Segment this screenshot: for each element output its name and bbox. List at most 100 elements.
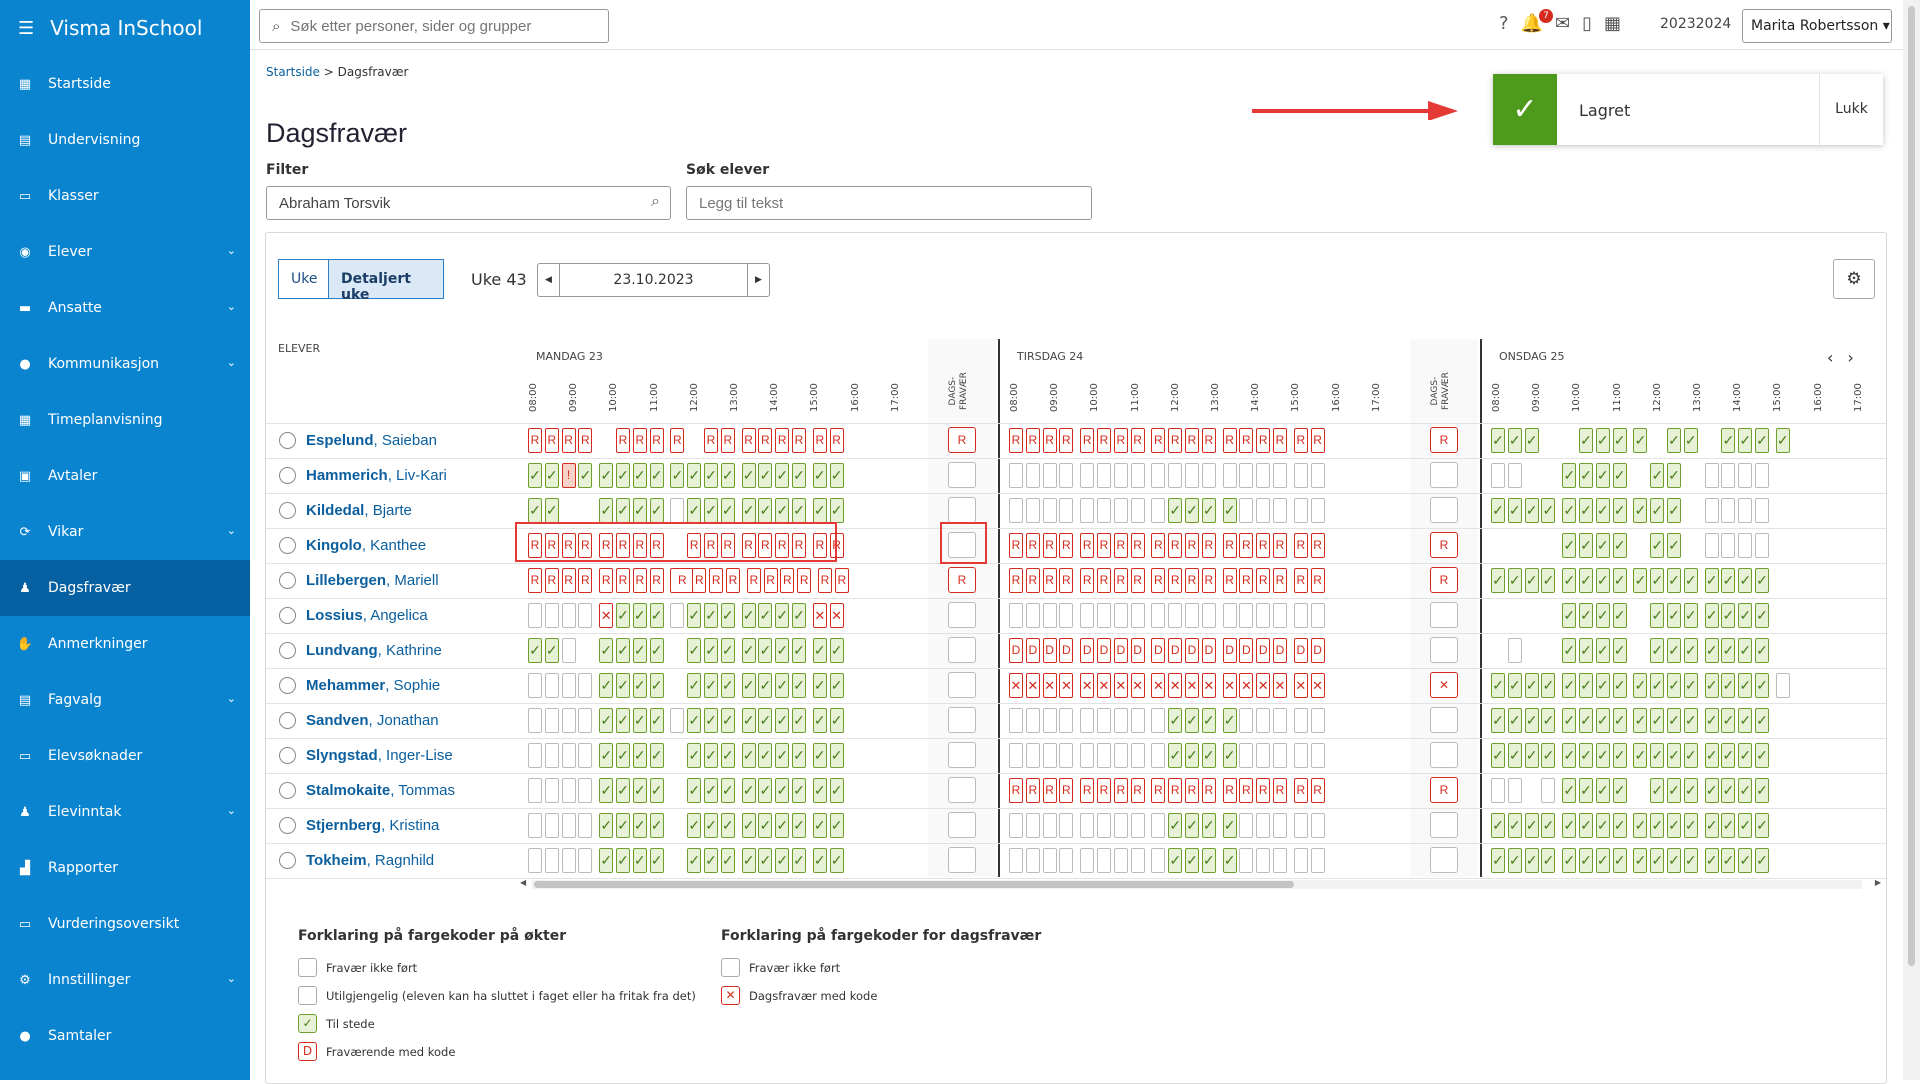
session-cell[interactable]: ✓ — [1595, 708, 1610, 733]
prev-week-icon[interactable]: ◀ — [538, 264, 560, 296]
student-first-name[interactable]: Bjarte — [372, 502, 412, 519]
session-cell[interactable]: ✓ — [1633, 428, 1648, 453]
session-cell[interactable]: ✓ — [1524, 848, 1539, 873]
session-cell[interactable]: ✓ — [1541, 568, 1556, 593]
session-cell[interactable]: ✓ — [741, 848, 756, 873]
session-cell[interactable]: R — [616, 428, 630, 453]
session-cell[interactable]: R — [1222, 533, 1237, 558]
session-cell[interactable]: R — [1097, 428, 1111, 453]
session-cell[interactable]: ✓ — [812, 848, 827, 873]
session-cell[interactable]: ✓ — [1579, 778, 1593, 803]
session-cell[interactable] — [1059, 603, 1074, 628]
session-cell[interactable]: ✓ — [1650, 498, 1665, 523]
session-cell[interactable] — [1310, 743, 1325, 768]
session-cell[interactable]: R — [578, 533, 593, 558]
session-cell[interactable]: ✓ — [1683, 848, 1698, 873]
session-cell[interactable]: ✓ — [1755, 428, 1769, 453]
scroll-left-icon[interactable]: ◀ — [520, 878, 527, 887]
session-cell[interactable] — [1113, 603, 1128, 628]
session-cell[interactable] — [1273, 603, 1287, 628]
session-cell[interactable]: ✓ — [775, 813, 790, 838]
session-cell[interactable]: ✓ — [1755, 813, 1769, 838]
session-cell[interactable]: ✓ — [812, 778, 827, 803]
date-value[interactable]: 23.10.2023 — [613, 272, 694, 288]
session-cell[interactable]: D — [1222, 638, 1237, 663]
session-cell[interactable]: ✓ — [1507, 743, 1522, 768]
session-cell[interactable]: ✓ — [1721, 778, 1736, 803]
session-cell[interactable] — [528, 603, 542, 628]
session-cell[interactable] — [670, 603, 685, 628]
session-cell[interactable]: ✓ — [741, 463, 756, 488]
session-cell[interactable]: ✓ — [616, 603, 630, 628]
session-cell[interactable] — [544, 848, 559, 873]
session-cell[interactable]: R — [1130, 568, 1145, 593]
session-cell[interactable]: ✓ — [616, 743, 630, 768]
phone-icon[interactable]: ▯ — [1582, 13, 1592, 34]
session-cell[interactable]: ✓ — [1579, 673, 1593, 698]
session-cell[interactable]: ✓ — [632, 463, 647, 488]
session-cell[interactable] — [1113, 498, 1128, 523]
page-scrollbar[interactable] — [1903, 0, 1920, 1080]
session-cell[interactable] — [1293, 708, 1308, 733]
session-cell[interactable] — [1042, 603, 1057, 628]
session-cell[interactable] — [1239, 708, 1254, 733]
session-cell[interactable] — [578, 813, 593, 838]
session-cell[interactable] — [1042, 498, 1057, 523]
scroll-thumb[interactable] — [534, 881, 1294, 888]
session-cell[interactable]: R — [616, 568, 630, 593]
session-cell[interactable] — [1009, 848, 1023, 873]
session-cell[interactable] — [1025, 603, 1040, 628]
session-cell[interactable]: ✓ — [829, 498, 844, 523]
session-cell[interactable]: ✓ — [704, 848, 718, 873]
session-cell[interactable]: ✓ — [1650, 848, 1665, 873]
session-cell[interactable]: ✓ — [687, 463, 702, 488]
sidebar-item[interactable]: ▬ Ansatte ⌄ — [0, 280, 250, 336]
session-cell[interactable] — [561, 813, 576, 838]
student-last-name[interactable]: Mehammer — [306, 677, 386, 694]
session-cell[interactable] — [561, 848, 576, 873]
session-cell[interactable]: R — [1113, 533, 1128, 558]
chevron-down-icon[interactable]: ⌄ — [226, 300, 236, 313]
session-cell[interactable]: ✓ — [741, 603, 756, 628]
session-cell[interactable]: D — [1059, 638, 1074, 663]
day-absence-cell[interactable] — [1430, 637, 1458, 663]
session-cell[interactable]: R — [1097, 533, 1111, 558]
session-cell[interactable] — [1310, 463, 1325, 488]
session-cell[interactable]: ✓ — [632, 603, 647, 628]
row-select-checkbox[interactable] — [279, 852, 296, 869]
session-cell[interactable]: ✕ — [1151, 673, 1166, 698]
student-first-name[interactable]: Inger-Lise — [386, 747, 453, 764]
session-cell[interactable]: ✓ — [775, 778, 790, 803]
session-cell[interactable] — [1185, 603, 1199, 628]
session-cell[interactable]: R — [632, 568, 647, 593]
session-cell[interactable]: ✓ — [1667, 848, 1681, 873]
session-cell[interactable]: R — [649, 533, 664, 558]
session-cell[interactable] — [1059, 498, 1074, 523]
session-cell[interactable] — [1025, 708, 1040, 733]
session-cell[interactable]: ✓ — [1579, 463, 1593, 488]
session-cell[interactable]: R — [1273, 428, 1287, 453]
session-cell[interactable]: ✓ — [1491, 743, 1505, 768]
session-cell[interactable] — [670, 708, 685, 733]
session-cell[interactable]: ✓ — [1595, 428, 1610, 453]
session-cell[interactable]: ✓ — [758, 813, 773, 838]
global-search-input[interactable] — [290, 17, 591, 35]
session-cell[interactable]: ✓ — [1650, 813, 1665, 838]
row-select-checkbox[interactable] — [279, 537, 296, 554]
session-cell[interactable]: ✓ — [1579, 533, 1593, 558]
day-absence-cell[interactable] — [948, 742, 976, 768]
session-cell[interactable]: ✓ — [1721, 638, 1736, 663]
session-cell[interactable]: R — [812, 533, 827, 558]
session-cell[interactable] — [528, 708, 542, 733]
session-cell[interactable]: ✓ — [1633, 743, 1648, 768]
session-cell[interactable]: ✓ — [1562, 638, 1577, 663]
session-cell[interactable] — [1009, 463, 1023, 488]
session-cell[interactable]: R — [1185, 428, 1199, 453]
session-cell[interactable] — [1201, 463, 1216, 488]
session-cell[interactable]: R — [797, 568, 812, 593]
session-cell[interactable]: ✕ — [1080, 673, 1095, 698]
session-cell[interactable]: D — [1273, 638, 1287, 663]
global-search[interactable]: ⌕ — [259, 9, 609, 43]
session-cell[interactable]: R — [1113, 778, 1128, 803]
session-cell[interactable]: ✓ — [1683, 428, 1698, 453]
